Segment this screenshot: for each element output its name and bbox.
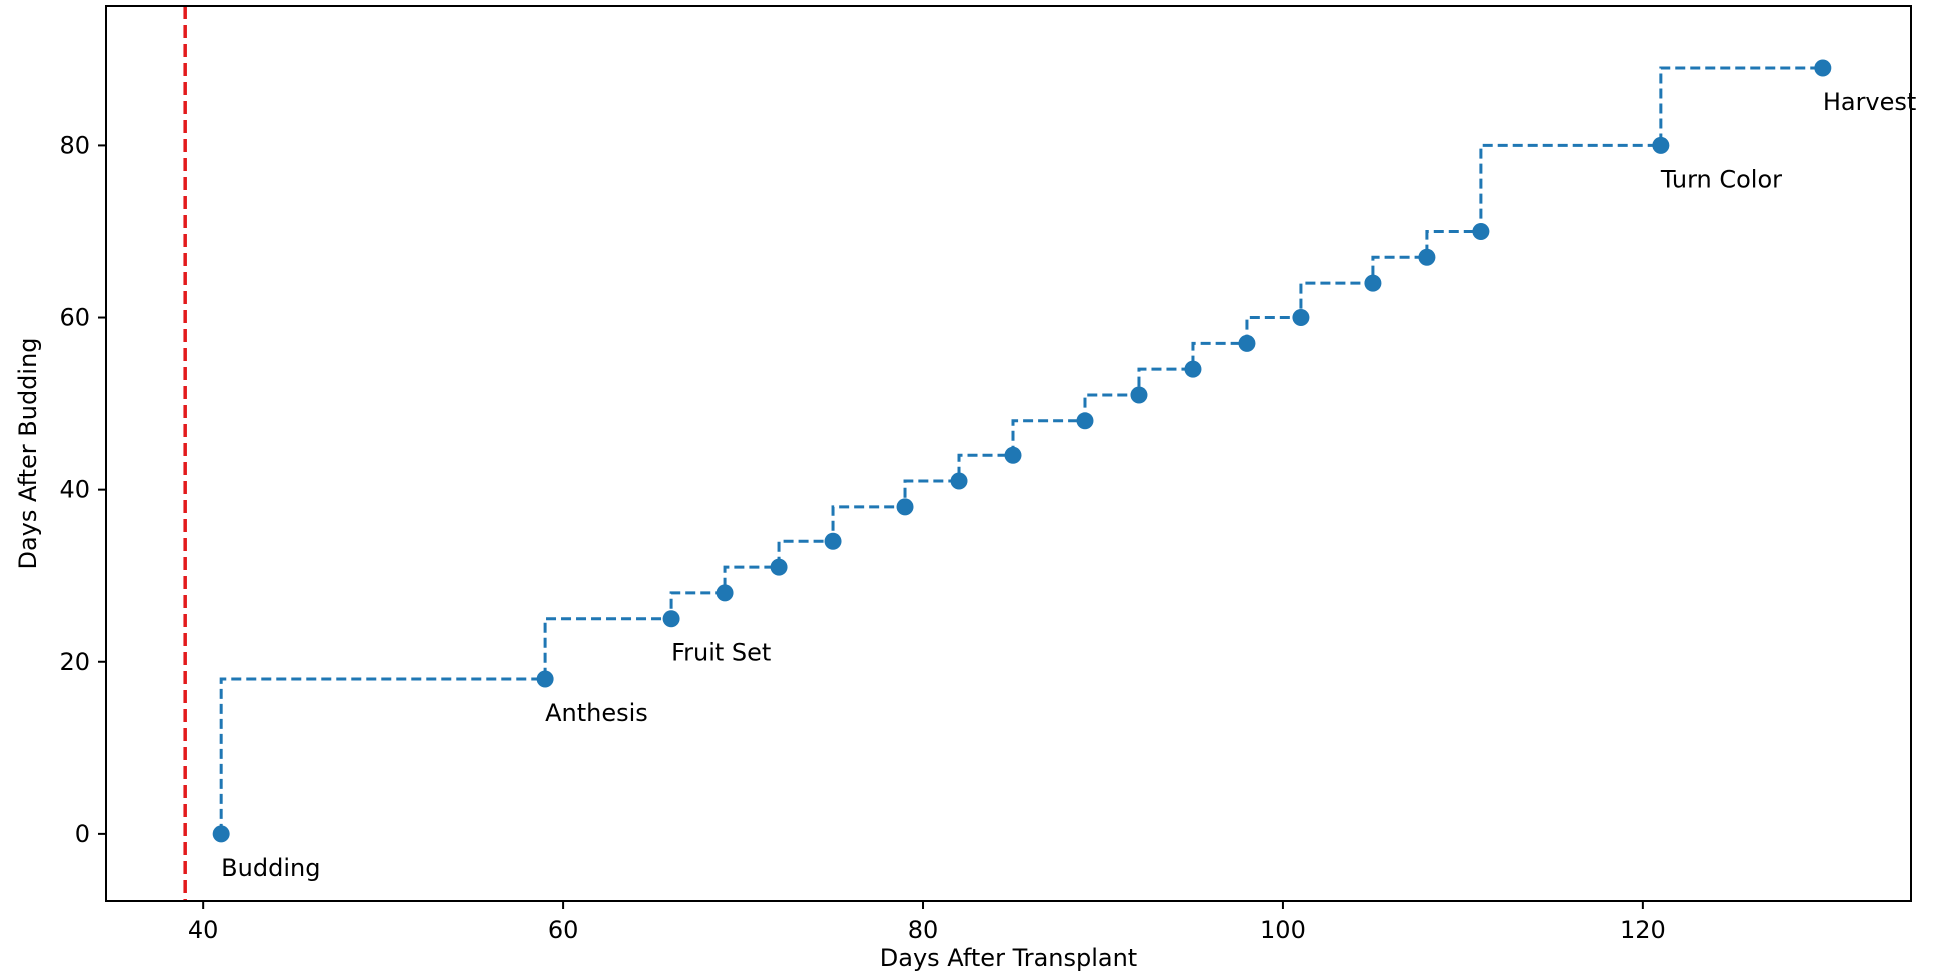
data-point <box>212 825 230 843</box>
annotations-layer: Budding Anthesis Fruit Set Turn Color Harves… <box>221 88 1916 882</box>
data-point <box>662 610 680 628</box>
data-point <box>1076 412 1094 430</box>
plot-lines-layer <box>183 6 1823 901</box>
data-point <box>1652 136 1670 154</box>
y-tick-label: 40 <box>59 476 90 504</box>
y-tick-label: 80 <box>59 131 90 159</box>
x-axis: 40 60 80 100 120 <box>188 901 1666 944</box>
y-axis: 0 20 40 60 80 <box>59 131 106 848</box>
y-tick-label: 20 <box>59 648 90 676</box>
data-point <box>1184 360 1202 378</box>
annotation-label: Budding <box>221 854 320 882</box>
annotation-label: Anthesis <box>545 699 648 727</box>
data-point <box>896 498 914 516</box>
y-axis-label: Days After Budding <box>14 337 42 569</box>
x-tick-label: 120 <box>1620 916 1666 944</box>
annotation-label: Fruit Set <box>671 639 771 667</box>
annotation-label: Harvest <box>1823 88 1917 116</box>
series-step-line <box>219 66 1823 834</box>
plot-frame <box>105 5 1912 902</box>
data-point <box>950 472 968 490</box>
x-tick-label: 80 <box>908 916 939 944</box>
data-point <box>1418 248 1436 266</box>
data-point <box>1364 274 1382 292</box>
data-point <box>1004 446 1022 464</box>
x-tick-label: 40 <box>188 916 219 944</box>
y-tick-label: 0 <box>75 820 90 848</box>
data-point <box>824 532 842 550</box>
data-point <box>1130 386 1148 404</box>
data-point <box>1814 59 1832 77</box>
data-point <box>1238 334 1256 352</box>
annotation-label: Turn Color <box>1660 165 1782 193</box>
x-tick-label: 100 <box>1260 916 1306 944</box>
plot-points-layer <box>212 59 1832 843</box>
data-point <box>1292 309 1310 327</box>
data-point <box>716 584 734 602</box>
y-tick-label: 60 <box>59 304 90 332</box>
data-point <box>1472 222 1490 240</box>
x-tick-label: 60 <box>548 916 579 944</box>
data-point <box>770 558 788 576</box>
x-axis-label: Days After Transplant <box>880 944 1137 972</box>
data-point <box>536 670 554 688</box>
